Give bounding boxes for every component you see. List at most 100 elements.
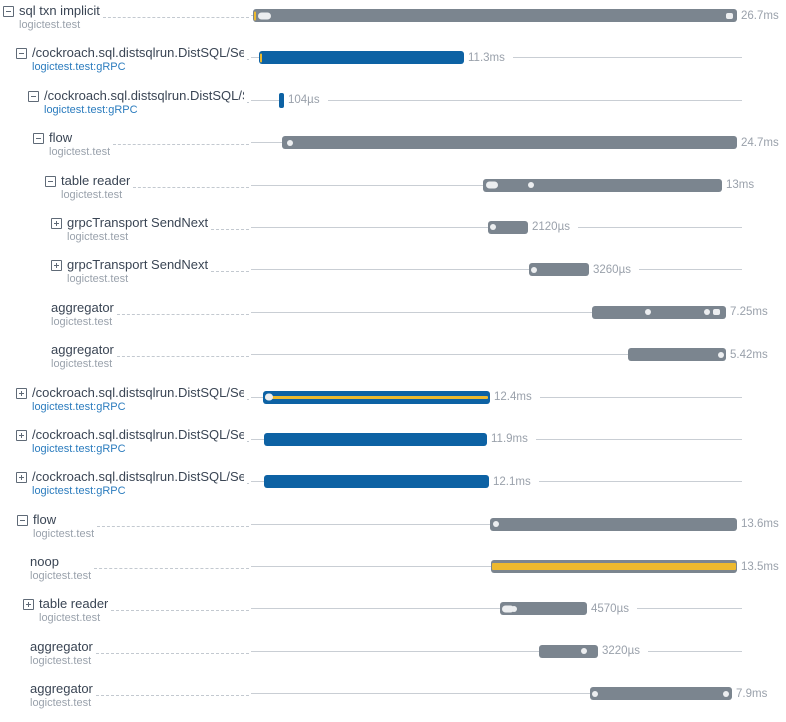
span-timeline: 13ms bbox=[251, 171, 754, 200]
trace-span-row[interactable]: /cockroach.sql.distsqlrun.DistSQL/Set lo… bbox=[0, 425, 786, 467]
span-bar[interactable] bbox=[539, 644, 598, 658]
expand-icon[interactable] bbox=[16, 387, 27, 399]
span-name: sql txn implicit bbox=[19, 3, 100, 18]
trace-span-row[interactable]: sql txn implicit logictest.test 26.7ms bbox=[0, 1, 786, 43]
span-bar[interactable] bbox=[590, 687, 732, 701]
span-bar[interactable] bbox=[279, 92, 284, 108]
trace-span-row[interactable]: flow logictest.test 24.7ms bbox=[0, 128, 786, 170]
span-bar[interactable] bbox=[264, 475, 489, 489]
trace-span-row[interactable]: /cockroach.sql.distsqlrun.DistSQL/S logi… bbox=[0, 86, 786, 128]
span-timeline: 26.7ms bbox=[251, 1, 779, 30]
trace-span-row[interactable]: /cockroach.sql.distsqlrun.DistSQL/Set lo… bbox=[0, 43, 786, 85]
trace-span-row[interactable]: noop logictest.test 13.5ms bbox=[0, 552, 786, 594]
span-names: /cockroach.sql.distsqlrun.DistSQL/S logi… bbox=[44, 88, 244, 116]
span-names: /cockroach.sql.distsqlrun.DistSQL/Set lo… bbox=[32, 385, 244, 413]
span-names: flow logictest.test bbox=[49, 130, 110, 158]
span-bar[interactable] bbox=[263, 390, 490, 404]
span-bar[interactable] bbox=[628, 348, 726, 362]
trace-span-row[interactable]: table reader logictest.test 13ms bbox=[0, 171, 786, 213]
span-source: logictest.test bbox=[39, 612, 101, 625]
trace-span-row[interactable]: aggregator logictest.test 7.9ms bbox=[0, 679, 786, 721]
log-event-dot[interactable] bbox=[718, 351, 724, 358]
expand-icon[interactable] bbox=[16, 429, 27, 441]
log-event-dot[interactable] bbox=[645, 309, 651, 316]
log-event-dot[interactable] bbox=[511, 605, 517, 612]
span-names: /cockroach.sql.distsqlrun.DistSQL/Set lo… bbox=[32, 427, 244, 455]
timeline-lead-line bbox=[251, 311, 592, 313]
log-event-dot[interactable] bbox=[726, 12, 733, 19]
span-timeline: 2120µs bbox=[251, 213, 742, 242]
trace-span-row[interactable]: /cockroach.sql.distsqlrun.DistSQL/Set lo… bbox=[0, 467, 786, 509]
span-timeline: 12.1ms bbox=[251, 467, 742, 496]
span-bar[interactable] bbox=[264, 432, 487, 446]
span-source: logictest.test bbox=[51, 358, 113, 371]
span-name: /cockroach.sql.distsqlrun.DistSQL/Set bbox=[32, 426, 244, 442]
expand-icon[interactable] bbox=[23, 599, 34, 611]
span-label-zone: aggregator logictest.test bbox=[30, 639, 251, 667]
span-bar[interactable] bbox=[490, 517, 737, 531]
log-event-dot[interactable] bbox=[258, 12, 271, 19]
log-event-dot[interactable] bbox=[531, 266, 537, 273]
log-event-dot[interactable] bbox=[592, 690, 598, 697]
span-source: logictest.test bbox=[51, 315, 113, 328]
span-bar[interactable] bbox=[592, 305, 726, 319]
log-event-dot[interactable] bbox=[704, 309, 710, 316]
span-duration-label: 26.7ms bbox=[741, 9, 779, 22]
timeline-lead-line bbox=[251, 438, 264, 440]
log-event-dot[interactable] bbox=[723, 690, 729, 697]
log-event-dot[interactable] bbox=[486, 181, 498, 189]
trace-span-row[interactable]: aggregator logictest.test 7.25ms bbox=[0, 298, 786, 340]
collapse-icon[interactable] bbox=[33, 133, 44, 145]
span-source: logictest.test bbox=[19, 19, 81, 31]
span-duration-label: 104µs bbox=[288, 94, 320, 107]
span-bar[interactable] bbox=[491, 560, 737, 574]
timeline-lead-line bbox=[251, 650, 539, 652]
log-event-dot[interactable] bbox=[502, 605, 514, 613]
log-event-dot[interactable] bbox=[713, 309, 720, 316]
trace-span-row[interactable]: flow logictest.test 13.6ms bbox=[0, 510, 786, 552]
span-duration-label: 3220µs bbox=[602, 645, 640, 658]
trace-span-row[interactable]: table reader logictest.test 4570µs bbox=[0, 594, 786, 636]
log-event-dot[interactable] bbox=[287, 139, 293, 146]
timeline-trail-line bbox=[327, 99, 742, 101]
span-bar[interactable] bbox=[282, 136, 737, 150]
trace-span-row[interactable]: aggregator logictest.test 3220µs bbox=[0, 637, 786, 679]
span-source: logictest.test bbox=[49, 146, 111, 159]
span-label-zone: noop logictest.test bbox=[30, 554, 251, 582]
timeline-lead-line bbox=[251, 354, 628, 356]
span-bar[interactable] bbox=[500, 602, 587, 616]
span-names: noop logictest.test bbox=[30, 554, 91, 582]
collapse-icon[interactable] bbox=[3, 6, 14, 17]
trace-span-row[interactable]: aggregator logictest.test 5.42ms bbox=[0, 340, 786, 382]
span-bar[interactable] bbox=[529, 263, 589, 277]
log-event-dot[interactable] bbox=[528, 182, 534, 189]
span-bar[interactable] bbox=[483, 178, 722, 192]
trace-span-row[interactable]: /cockroach.sql.distsqlrun.DistSQL/Set lo… bbox=[0, 383, 786, 425]
trace-span-row[interactable]: grpcTransport SendNext logictest.test 21… bbox=[0, 213, 786, 255]
span-bar[interactable] bbox=[488, 220, 528, 234]
span-names: grpcTransport SendNext logictest.test bbox=[67, 257, 208, 285]
log-event-dot[interactable] bbox=[265, 393, 273, 401]
leader-dashes bbox=[113, 130, 249, 146]
collapse-icon[interactable] bbox=[45, 175, 56, 187]
timeline-trail-line bbox=[647, 650, 742, 652]
span-duration-label: 13ms bbox=[726, 179, 755, 192]
collapse-icon[interactable] bbox=[16, 48, 27, 60]
span-duration-label: 2120µs bbox=[532, 221, 570, 234]
log-event-dot[interactable] bbox=[490, 224, 496, 231]
span-bar[interactable] bbox=[253, 9, 737, 22]
collapse-icon[interactable] bbox=[17, 514, 28, 526]
log-event-dot[interactable] bbox=[493, 521, 499, 528]
log-event-dot[interactable] bbox=[581, 648, 587, 655]
leader-dashes bbox=[247, 45, 249, 61]
expand-icon[interactable] bbox=[51, 260, 62, 272]
span-duration-label: 24.7ms bbox=[741, 136, 779, 149]
expand-icon[interactable] bbox=[16, 472, 27, 484]
expand-icon[interactable] bbox=[51, 217, 62, 229]
trace-span-row[interactable]: grpcTransport SendNext logictest.test 32… bbox=[0, 255, 786, 297]
span-timeline: 3220µs bbox=[251, 637, 742, 666]
span-source: logictest.test:gRPC bbox=[32, 485, 126, 498]
span-bar[interactable] bbox=[259, 51, 464, 65]
collapse-icon[interactable] bbox=[28, 90, 39, 102]
